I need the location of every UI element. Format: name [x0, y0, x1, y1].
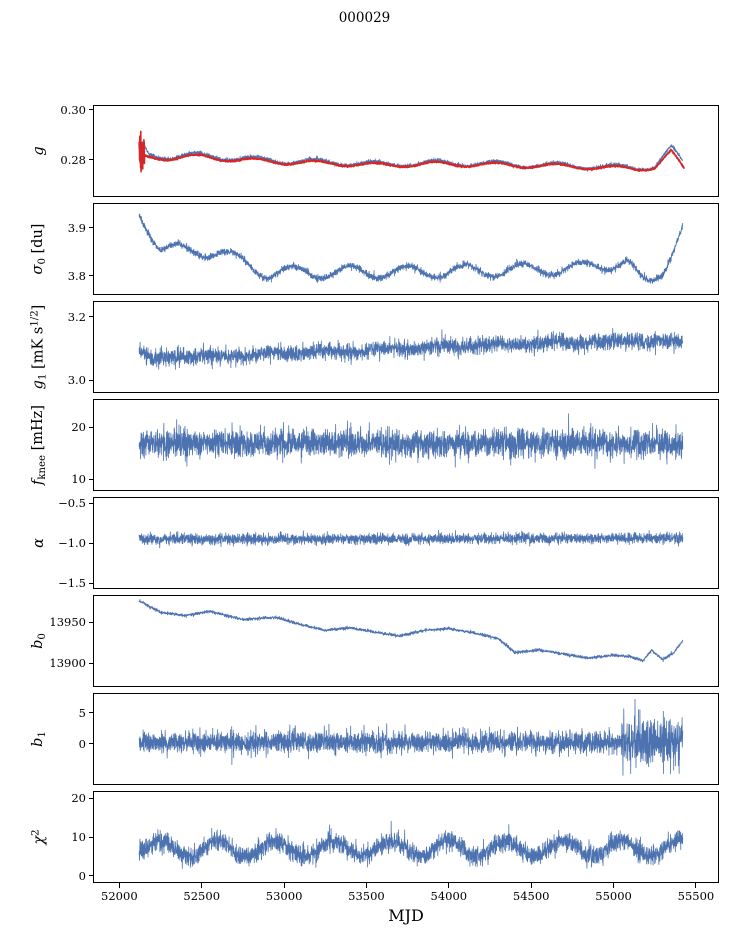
y-axis-label-segment: [du] — [29, 223, 46, 259]
y-tick-mark — [89, 316, 93, 318]
plot-canvas-b0 — [93, 595, 719, 687]
y-tick-mark — [89, 797, 93, 799]
y-tick-label: 0.28 — [60, 152, 86, 167]
x-axis-label: MJD — [388, 906, 424, 925]
y-tick-label: 0.30 — [60, 102, 86, 117]
x-tick-mark — [365, 883, 367, 888]
y-tick-label: 20 — [71, 420, 86, 435]
panel-chi2: 0 10 20 χ2 52000 52500 53000 53500 54000 54500 550… — [30, 791, 719, 903]
y-tick-label: 0 — [78, 868, 86, 883]
y-tick-label: −1.5 — [58, 576, 86, 590]
y-tick-label: 13900 — [49, 656, 86, 671]
x-tick-label: 55500 — [677, 889, 715, 903]
y-axis-label-fknee: fknee [mHz] — [30, 405, 48, 485]
y-tick-label: 0 — [78, 736, 86, 751]
y-axis-label-segment: α — [31, 538, 47, 548]
x-tick-mark — [201, 883, 203, 888]
x-tick-mark — [695, 883, 697, 888]
x-tick-label: 53500 — [348, 889, 385, 903]
y-axis-label-g: g — [31, 146, 47, 155]
y-tick-label: −0.5 — [58, 496, 86, 511]
figure-title: 000029 — [338, 10, 391, 26]
plot-canvas-fknee — [93, 399, 719, 491]
panel-b0: 13900 13950 b0 — [30, 595, 719, 687]
panel-sigma0-du: 3.8 3.9 σ0 [du] — [30, 203, 719, 295]
x-tick-label: 55000 — [595, 889, 632, 903]
y-tick-mark — [89, 743, 93, 745]
y-tick-label: 10 — [71, 472, 86, 487]
plot-canvas-g — [93, 105, 719, 197]
y-axis-label-segment: σ — [29, 264, 46, 275]
y-tick-label: 20 — [71, 791, 86, 806]
y-axis-label-b1: b1 — [30, 731, 48, 747]
y-axis-label-alpha: α — [31, 538, 47, 548]
x-tick-mark — [118, 883, 120, 888]
y-axis-label-segment: χ — [31, 835, 48, 845]
y-tick-mark — [89, 379, 93, 381]
y-tick-label: −1.0 — [58, 536, 86, 550]
y-tick-mark — [89, 836, 93, 838]
y-axis-label-chi2: χ2 — [30, 829, 47, 844]
y-tick-label: 3.0 — [67, 373, 86, 388]
x-tick-label: 53000 — [265, 889, 303, 903]
y-tick-mark — [89, 426, 93, 428]
y-tick-mark — [89, 542, 93, 544]
panel-fknee: 10 20 fknee [mHz] — [30, 399, 719, 491]
y-axis-label-segment: [mK s — [30, 326, 47, 374]
y-axis-label-segment: 0 — [37, 633, 49, 640]
x-tick-label: 54500 — [512, 889, 550, 903]
y-tick-mark — [89, 227, 93, 229]
y-tick-mark — [89, 875, 93, 877]
y-tick-mark — [89, 275, 93, 277]
y-tick-label: 5 — [78, 705, 86, 720]
y-axis-label-segment: 1/2 — [29, 310, 41, 327]
y-tick-label: 10 — [71, 830, 86, 844]
x-tick-label: 52500 — [183, 889, 221, 903]
y-axis-label-segment: b — [29, 639, 46, 649]
y-axis-label-segment: 0 — [37, 258, 49, 265]
y-tick-mark — [89, 582, 93, 584]
panel-b1: 0 5 b1 — [30, 693, 719, 785]
y-axis-label-sigma0-du: σ0 [du] — [30, 224, 48, 275]
y-tick-label: 3.9 — [67, 220, 86, 235]
y-axis-label-segment: knee — [37, 454, 49, 480]
y-axis-label-segment: g — [31, 146, 47, 156]
x-tick-mark — [613, 883, 615, 888]
panel-alpha: −0.5 −1.0 −1.5 α — [31, 496, 719, 590]
plot-canvas-b1 — [93, 693, 719, 785]
plot-canvas-chi2 — [93, 791, 719, 883]
y-axis-label-segment: g — [30, 380, 47, 390]
y-tick-mark — [89, 159, 93, 161]
plot-canvas-sigma0-du — [93, 203, 719, 295]
plot-canvas-alpha — [93, 497, 719, 589]
panel-g1-mks: 3.0 3.2 g1 [mK s1/2] — [29, 301, 719, 393]
x-tick-label: 52000 — [101, 889, 138, 903]
y-tick-mark — [89, 109, 93, 111]
x-tick-mark — [448, 883, 450, 888]
y-axis-label-b0: b0 — [30, 633, 48, 649]
x-tick-mark — [283, 883, 285, 888]
y-tick-mark — [89, 621, 93, 623]
x-tick-label: 54000 — [430, 889, 468, 903]
y-tick-label: 3.2 — [67, 309, 86, 324]
y-axis-label-segment: 1 — [37, 373, 49, 381]
y-axis-label-segment: 2 — [30, 829, 42, 836]
y-axis-label-segment: ] — [30, 304, 47, 311]
plot-canvas-g1-mks — [93, 301, 719, 393]
y-axis-label-g1-mks: g1 [mK s1/2] — [29, 305, 48, 390]
y-tick-mark — [89, 662, 93, 664]
y-axis-label-segment: f — [29, 479, 46, 485]
x-tick-mark — [530, 883, 532, 888]
y-tick-label: 3.8 — [67, 268, 86, 283]
y-axis-label-segment: 1 — [37, 731, 49, 738]
y-tick-mark — [89, 712, 93, 714]
y-axis-label-segment: b — [29, 737, 46, 747]
y-tick-mark — [89, 478, 93, 480]
y-axis-label-segment: [mHz] — [29, 405, 46, 455]
y-tick-label: 13950 — [49, 615, 86, 630]
panel-g: 0.28 0.30 g — [31, 103, 719, 197]
y-tick-mark — [89, 502, 93, 504]
